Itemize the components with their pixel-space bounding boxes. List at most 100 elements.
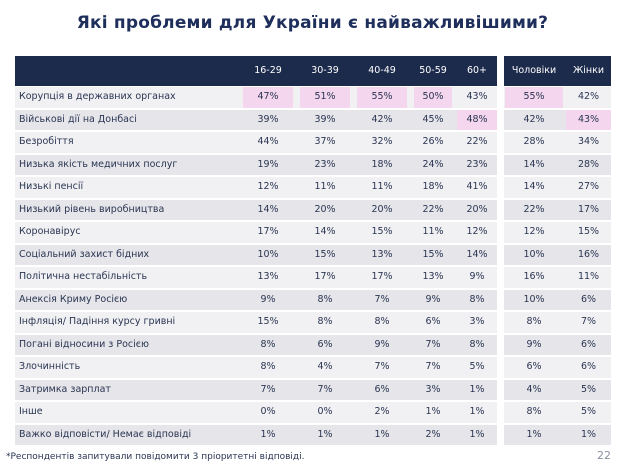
table-cell: 23%: [314, 158, 336, 170]
table-cell: 39%: [314, 113, 336, 125]
row-background-gender: [504, 289, 611, 310]
table-row: Анексія Криму Росією 9% 8% 7% 9% 8% 10% 6%: [15, 289, 611, 312]
table-cell: 6%: [317, 338, 333, 350]
table-cell: 11%: [422, 226, 444, 237]
table-cell: 14%: [466, 248, 488, 260]
table-cell: 7%: [425, 361, 441, 372]
table-cell: 7%: [425, 338, 441, 350]
row-label: Низька якість медичних послуг: [19, 158, 178, 170]
row-background-gender: [504, 379, 611, 400]
table-row: Військові дії на Донбасі 39% 39% 42% 45% 48% 4…: [15, 109, 611, 132]
table-cell: 45%: [422, 113, 444, 125]
row-background: [15, 402, 497, 423]
table-cell: 6%: [580, 338, 597, 350]
table-cell: 1%: [469, 406, 485, 417]
table-cell: 14%: [523, 181, 545, 192]
table-cell: 43%: [566, 109, 611, 130]
footnote: *Респондентів запитували повідомити 3 пр…: [6, 452, 305, 462]
table-cell: 1%: [425, 406, 441, 417]
table-cell: 51%: [300, 87, 350, 108]
table-cell: 17%: [257, 226, 279, 237]
row-label: Затримка зарплат: [19, 383, 111, 395]
table-cell: 1%: [580, 428, 597, 440]
table-row: Низький рівень виробництва 14% 20% 20% 22% 20…: [15, 199, 611, 222]
table-cell: 24%: [422, 158, 444, 170]
table-cell: 7%: [317, 383, 333, 395]
table-cell: 43%: [466, 91, 488, 102]
row-background-gender: [504, 334, 611, 355]
row-label: Злочинність: [19, 361, 81, 372]
table-cell: 41%: [466, 181, 488, 192]
row-label: Корупція в державних органах: [19, 91, 176, 102]
table-cell: 10%: [523, 248, 545, 260]
table-cell: 8%: [260, 361, 276, 372]
table-cell: 12%: [466, 226, 488, 237]
table-row: Політична нестабільність 13% 17% 17% 13% 9% 16…: [15, 266, 611, 289]
row-background-gender: [504, 312, 611, 333]
table-cell: 13%: [257, 271, 279, 282]
table-cell: 14%: [257, 203, 279, 215]
page-number: 22: [597, 449, 611, 462]
survey-table: 16-29 30-39 40-49 50-59 60+ Чоловіки Жін…: [15, 56, 611, 446]
table-cell: 11%: [577, 271, 600, 282]
table-cell: 17%: [371, 271, 393, 282]
table-cell: 11%: [371, 181, 393, 192]
table-cell: 20%: [314, 203, 336, 215]
table-cell: 1%: [260, 428, 276, 440]
table-cell: 16%: [523, 271, 545, 282]
table-cell: 11%: [314, 181, 336, 192]
row-background: [15, 379, 497, 400]
table-cell: 42%: [577, 91, 600, 102]
table-cell: 26%: [422, 136, 444, 147]
table-cell: 16%: [577, 248, 600, 260]
table-row: Соціальний захист бідних 10% 15% 13% 15% 14% 1…: [15, 244, 611, 267]
table-cell: 9%: [374, 338, 390, 350]
table-cell: 8%: [469, 293, 485, 305]
col-header-60plus: 60+: [466, 65, 488, 76]
table-cell: 1%: [469, 428, 485, 440]
table-cell: 48%: [457, 109, 497, 130]
table-cell: 0%: [317, 406, 333, 417]
row-background: [15, 177, 497, 198]
table-cell: 18%: [371, 158, 393, 170]
table-cell: 39%: [257, 113, 279, 125]
table-row: Низька якість медичних послуг 19% 23% 18% 24…: [15, 154, 611, 177]
row-label: Важко відповісти/ Немає відповіді: [19, 428, 192, 440]
table-cell: 28%: [523, 136, 545, 147]
table-body: Корупція в державних органах 47% 51% 55% 50%…: [15, 86, 611, 446]
table-cell: 42%: [523, 113, 545, 125]
header-band-age: [15, 56, 497, 86]
col-header-30-39: 30-39: [311, 65, 339, 76]
row-background-gender: [504, 132, 611, 153]
table-cell: 15%: [577, 226, 600, 237]
table-row: Інфляція/ Падіння курсу гривні 15% 8% 8% 6% 3…: [15, 311, 611, 334]
table-cell: 6%: [526, 361, 542, 372]
table-cell: 5%: [580, 406, 597, 417]
row-label: Низький рівень виробництва: [19, 203, 165, 215]
table-row: Погані відносини з Росією 8% 6% 9% 7% 8% 9% 6%: [15, 334, 611, 357]
table-cell: 6%: [374, 383, 390, 395]
table-cell: 42%: [371, 113, 393, 125]
table-cell: 4%: [526, 383, 542, 395]
row-background-gender: [504, 402, 611, 423]
row-background: [15, 312, 497, 333]
table-cell: 50%: [414, 87, 452, 108]
table-cell: 19%: [257, 158, 279, 170]
row-label: Низькі пенсії: [19, 181, 84, 192]
table-cell: 9%: [469, 271, 485, 282]
table-cell: 44%: [257, 136, 279, 147]
table-row: Корупція в державних органах 47% 51% 55% 50%…: [15, 86, 611, 109]
table-cell: 2%: [374, 406, 390, 417]
table-cell: 15%: [314, 248, 336, 260]
table-cell: 17%: [577, 203, 600, 215]
table-cell: 10%: [523, 293, 545, 305]
row-background: [15, 132, 497, 153]
row-background: [15, 222, 497, 243]
table-cell: 8%: [317, 293, 333, 305]
row-background: [15, 267, 497, 288]
col-header-women: Жінки: [573, 65, 604, 76]
table-cell: 6%: [580, 293, 597, 305]
table-cell: 8%: [260, 338, 276, 350]
table-cell: 0%: [260, 406, 276, 417]
table-cell: 13%: [422, 271, 444, 282]
